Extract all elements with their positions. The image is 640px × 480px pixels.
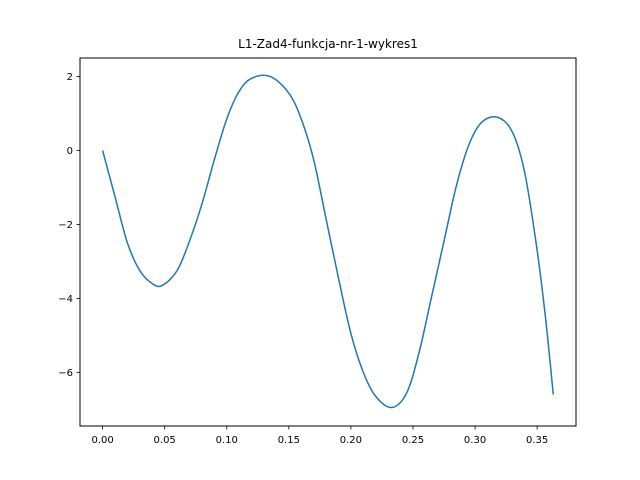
x-tick-label: 0.35 bbox=[526, 435, 548, 446]
series-line-0 bbox=[101, 74, 555, 409]
y-tick-label: −6 bbox=[58, 368, 73, 379]
x-tick-label: 0.15 bbox=[278, 435, 300, 446]
y-tick-label: 2 bbox=[67, 72, 73, 83]
x-tick-label: 0.25 bbox=[402, 435, 424, 446]
y-tick-label: −2 bbox=[58, 220, 73, 231]
x-tick-label: 0.10 bbox=[216, 435, 238, 446]
y-axis: 2 0 −2 −4 −6 bbox=[58, 72, 80, 379]
y-tick-label: 0 bbox=[67, 146, 73, 157]
y-tick-label: −4 bbox=[58, 294, 73, 305]
x-tick-label: 0.20 bbox=[340, 435, 362, 446]
x-axis: 0.00 0.05 0.10 0.15 0.20 0.25 0.30 0.35 bbox=[91, 426, 548, 446]
x-tick-label: 0.05 bbox=[154, 435, 176, 446]
plot-area bbox=[101, 74, 555, 409]
x-tick-label: 0.00 bbox=[91, 435, 113, 446]
chart-title: L1-Zad4-funkcja-nr-1-wykres1 bbox=[238, 37, 418, 51]
x-tick-label: 0.30 bbox=[464, 435, 486, 446]
axes-frame bbox=[79, 57, 577, 427]
